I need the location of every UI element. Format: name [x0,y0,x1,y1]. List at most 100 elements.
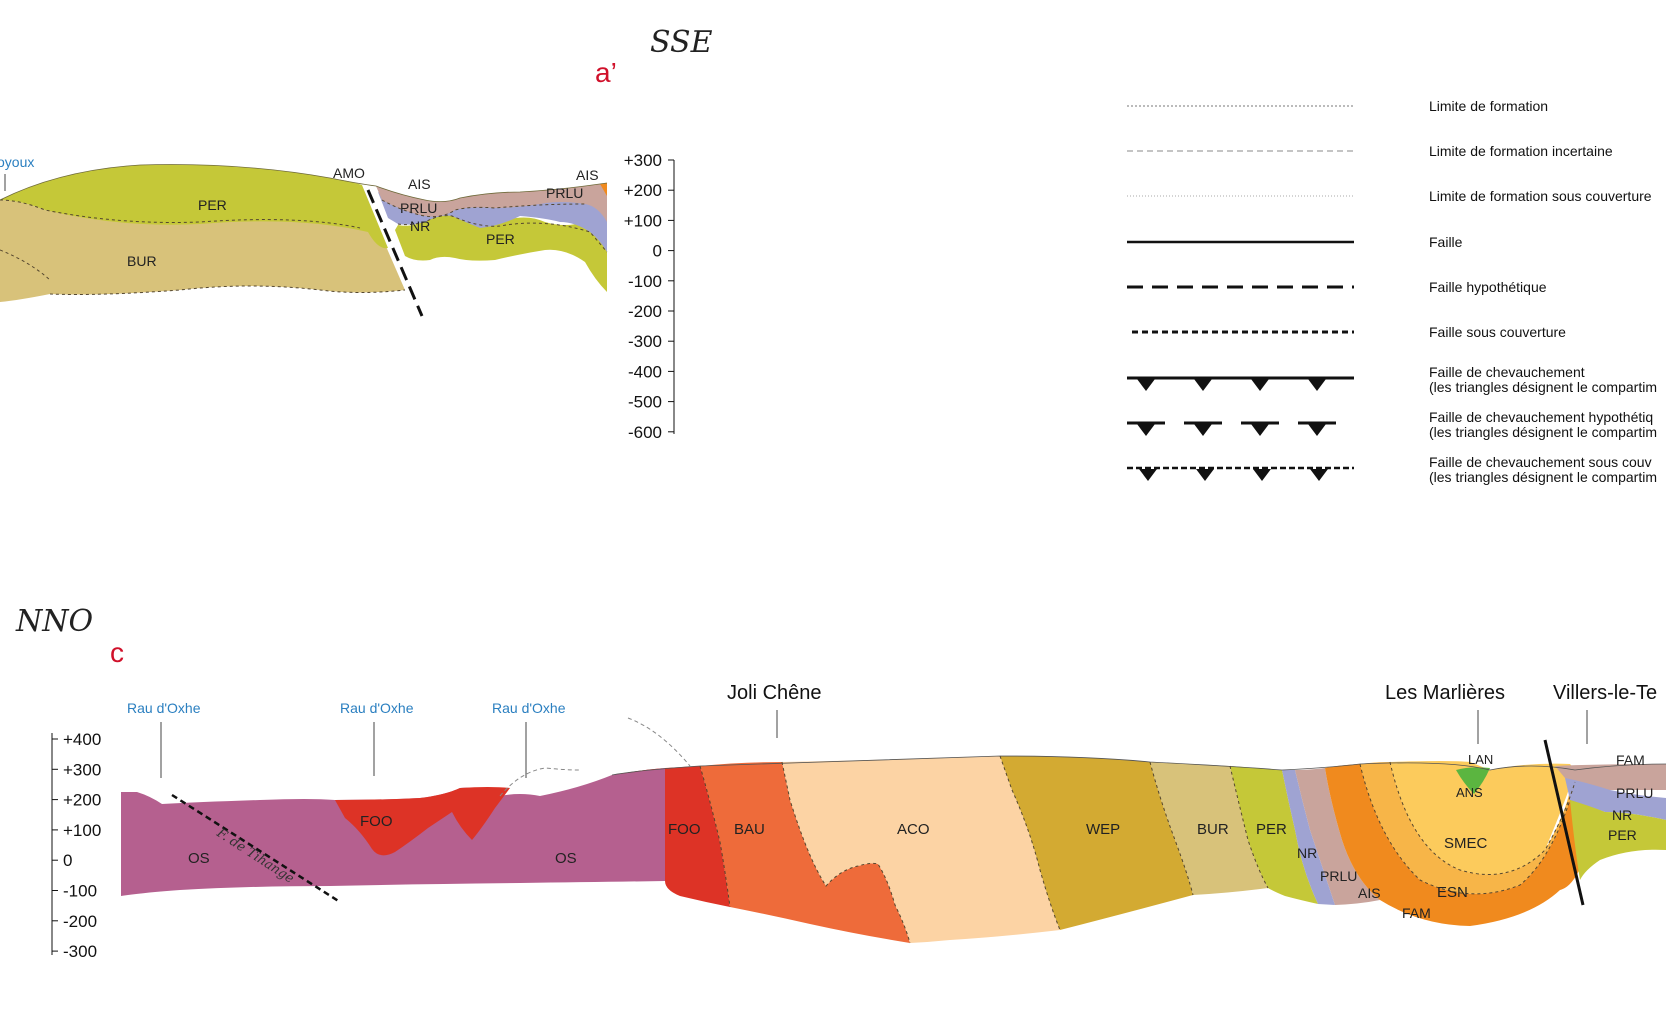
thrust-triangle [1139,469,1157,481]
fault-villers [1543,739,1585,906]
legend-label: Faille de chevauchement [1429,364,1585,380]
stream-label-1: Rau d'Oxhe [127,700,201,716]
unit-bur [0,200,405,302]
axis-c-tick-label: +200 [63,791,101,810]
unit-wep [1000,756,1193,930]
unit-prlu-nr [378,192,607,252]
label-per-left: PER [198,197,227,213]
boundary-a5 [397,215,608,253]
place-joli-chene: Joli Chêne [727,682,822,704]
label-prlu-right: PRLU [1616,785,1653,801]
axis-a-tick-label: -600 [628,423,662,442]
section-c: NNO c Rau d'Oxhe Rau d'Oxhe Rau d'Oxhe J… [15,604,1666,961]
elevation-axis-a: +300 +200 +100 0 -100 -200 -300 -400 -500 -600 [624,151,675,442]
axis-c-tick-label: +300 [63,760,101,779]
label-nr: NR [1297,845,1317,861]
label-ais: AIS [1358,885,1381,901]
thrust-triangle [1194,379,1212,391]
axis-a-tick-label: -100 [628,272,662,291]
legend-label-sub: (les triangles désignent le compartim [1429,379,1657,395]
unit-top-orange [600,183,607,196]
label-os-1: OS [188,850,210,867]
boundary-a1 [0,199,361,229]
axis-c-tick-label: -100 [63,882,97,901]
label-per-right: PER [1608,827,1637,843]
axis-c-tick-label: -300 [63,942,97,961]
axis-a-tick-label: -300 [628,332,662,351]
unit-fam [1325,764,1592,926]
stream-label-3: Rau d'Oxhe [492,700,566,716]
unit-bau [700,762,910,943]
place-villers: Villers-le-Te [1553,682,1657,704]
section-c-label: c [110,637,124,668]
unit-nr [1282,770,1335,905]
axis-a-tick-label: +300 [624,151,662,170]
label-bur: BUR [127,253,157,269]
axis-c-tick-label: -200 [63,912,97,931]
label-foo-2: FOO [668,821,701,838]
boundary-c1 [699,765,731,908]
legend: Limite de formation Limite de formation i… [1127,98,1657,485]
axis-a-tick-label: +100 [624,211,662,230]
legend-label: Limite de formation incertaine [1429,143,1613,159]
legend-label: Faille de chevauchement hypothétiq [1429,409,1653,425]
legend-label: Faille sous couverture [1429,324,1566,340]
axis-a-tick-label: -500 [628,393,662,412]
label-fam-right: FAM [1616,752,1645,768]
label-ais-1: AIS [408,176,431,192]
unit-aco [782,756,1060,943]
axis-a-tick-label: -400 [628,362,662,381]
orientation-sse: SSE [650,25,713,60]
axis-c-tick-label: +100 [63,821,101,840]
label-per: PER [1256,821,1287,838]
reconstructed-profile [499,717,691,797]
topography-a [0,164,608,202]
label-nr-right: NR [1612,807,1632,823]
unit-foo-right [612,766,730,907]
unit-prlu-right [1565,778,1666,820]
unit-esn [1360,762,1575,894]
fault-hypothetical-a [366,189,424,317]
thrust-triangle [1251,379,1269,391]
unit-per [1230,766,1318,904]
legend-label-sub: (les triangles désignent le compartim [1429,469,1657,485]
thrust-triangle [1308,379,1326,391]
unit-per-left [0,164,388,249]
thrust-triangle [1308,424,1326,436]
legend-label: Limite de formation sous couverture [1429,188,1652,204]
legend-label: Limite de formation [1429,98,1548,114]
label-wep: WEP [1086,821,1120,838]
axis-a-tick-label: +200 [624,181,662,200]
unit-smec [1390,761,1575,875]
boundary-a4 [381,199,586,218]
axis-c-tick-label: +400 [63,730,101,749]
boundary-c6 [1389,761,1576,875]
label-esn: ESN [1437,884,1468,901]
boundary-a2 [0,249,51,281]
label-os-2: OS [555,850,577,867]
topography-c [611,755,1666,776]
stream-label: oyoux [0,154,34,170]
boundary-c3 [999,755,1061,931]
label-foo-1: FOO [360,813,393,830]
legend-label: Faille de chevauchement sous couv [1429,454,1652,470]
label-amo: AMO [333,165,365,181]
boundary-a3 [49,285,406,295]
boundary-c7 [1359,763,1571,895]
unit-foo-left [335,787,510,856]
thrust-triangle [1253,469,1271,481]
thrust-triangle [1251,424,1269,436]
orientation-nno: NNO [15,604,93,639]
thrust-triangle [1194,424,1212,436]
unit-bur [1150,762,1268,895]
label-ans: ANS [1456,785,1483,800]
thrust-triangle [1310,469,1328,481]
unit-per-right [395,215,607,292]
label-aco: ACO [897,821,930,838]
axis-a-tick-label: 0 [653,242,662,261]
boundary-c2 [781,761,911,944]
label-smec: SMEC [1444,835,1488,852]
section-a-label: a’ [595,57,617,88]
unit-per-right [1570,800,1666,880]
